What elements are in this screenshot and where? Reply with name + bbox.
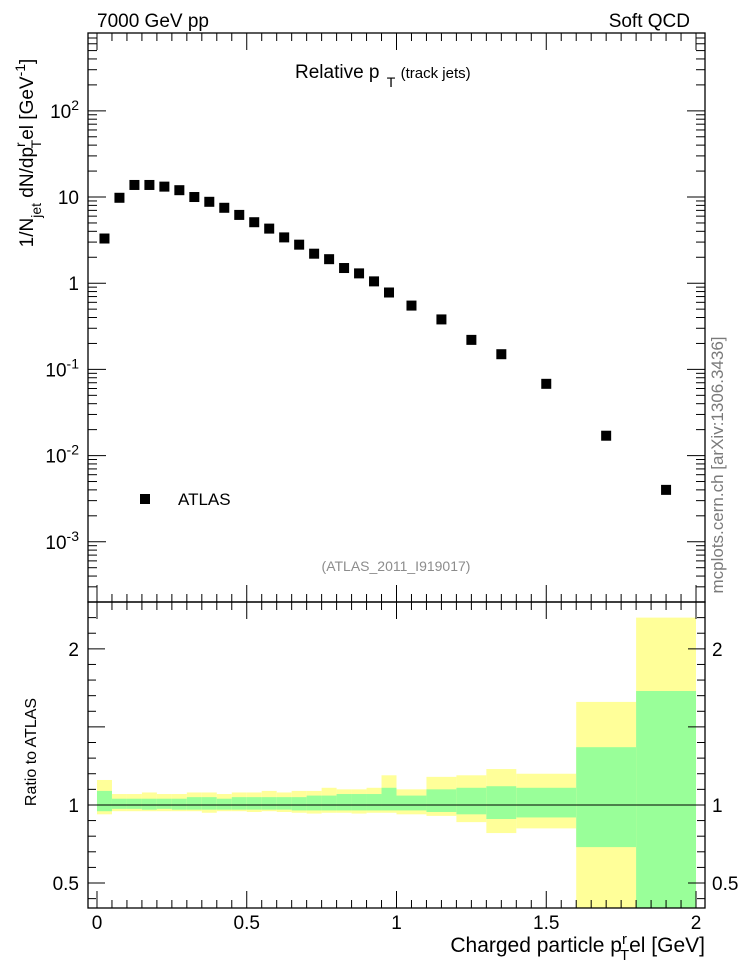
legend-atlas-marker (140, 494, 150, 504)
atlas-data-point (144, 179, 155, 190)
source-side-label: mcplots.cern.ch [arXiv:1306.3436] (708, 336, 727, 593)
ratio-y-tick-label-right: 1 (712, 796, 723, 817)
ratio-inner-band (96, 790, 112, 812)
ratio-inner-band (366, 794, 382, 811)
ratio-y-tick-label-right: 2 (712, 640, 723, 661)
ratio-inner-band (381, 787, 397, 811)
ratio-inner-band (426, 789, 457, 812)
atlas-data-point (354, 268, 365, 279)
x-tick-label: 0.5 (234, 913, 260, 934)
plot-title-suffix: (track jets) (401, 65, 471, 82)
ratio-inner-band (576, 747, 637, 848)
main-y-tick-label: 10-3 (45, 528, 79, 554)
main-y-tick-label: 10 (58, 188, 79, 209)
ratio-y-axis-label: Ratio to ATLAS (23, 698, 40, 806)
atlas-data-point (466, 334, 477, 345)
atlas-data-point (496, 349, 507, 360)
x-tick-label: 1.5 (533, 913, 559, 934)
atlas-data-point (369, 276, 380, 287)
legend-atlas-label: ATLAS (178, 490, 231, 509)
ratio-inner-band (636, 690, 697, 908)
atlas-data-point (309, 248, 320, 259)
ratio-inner-band (171, 798, 187, 810)
ratio-y-tick-labels: 0.5 0.5 1 1 2 2 (53, 640, 739, 895)
atlas-data-point (219, 202, 230, 213)
ratio-inner-band (396, 795, 427, 811)
main-y-tick-label: 10-1 (45, 355, 79, 381)
ratio-plot-panel: 0.5 0.5 1 1 2 2 0 0.5 1 1.5 2 Ratio to ATLAS Char… (23, 601, 739, 964)
analysis-id-annotation: (ATLAS_2011_I919017) (322, 558, 471, 574)
x-tick-label: 1 (391, 913, 402, 934)
atlas-data-point (601, 430, 612, 441)
ratio-inner-band (291, 797, 307, 811)
main-plot-panel: 10-3 10-2 10-1 1 10 102 Relative p T (track j… (12, 32, 706, 603)
ratio-inner-band (126, 798, 142, 809)
ratio-y-tick-label-left: 1 (68, 796, 79, 817)
ratio-inner-band (141, 798, 157, 810)
x-tick-label: 0 (92, 913, 103, 934)
x-tick-label: 2 (691, 913, 702, 934)
ratio-x-tick-labels: 0 0.5 1 1.5 2 (92, 913, 702, 934)
atlas-data-points (99, 179, 672, 495)
ratio-uncertainty-bands (96, 617, 697, 908)
ratio-inner-band (201, 797, 217, 810)
plot-title-subscript: T (387, 74, 396, 90)
atlas-data-point (264, 223, 275, 234)
atlas-data-point (234, 209, 245, 220)
ratio-y-tick-label-left: 2 (68, 640, 79, 661)
ratio-inner-band (486, 786, 517, 820)
x-axis-label: Charged particle pr Tel [GeV] (450, 931, 705, 964)
atlas-data-point (99, 233, 110, 244)
ratio-inner-band (276, 797, 292, 810)
atlas-data-point (204, 196, 215, 207)
atlas-data-point (406, 300, 417, 311)
main-plot-frame (87, 32, 706, 603)
atlas-data-point (541, 378, 552, 389)
atlas-data-point (249, 217, 260, 228)
main-y-ticks (88, 32, 705, 603)
ratio-inner-band (186, 797, 202, 810)
main-y-tick-labels: 10-3 10-2 10-1 1 10 102 (45, 97, 79, 554)
atlas-data-point (279, 232, 290, 243)
header-left-label: 7000 GeV pp (97, 11, 209, 32)
atlas-data-point (114, 192, 125, 203)
ratio-inner-band (336, 794, 352, 811)
atlas-data-point (129, 179, 140, 190)
atlas-data-point (324, 254, 335, 265)
ratio-y-tick-label-right: 0.5 (712, 874, 738, 895)
atlas-data-point (294, 239, 305, 250)
main-x-ticks (96, 33, 697, 602)
header-right-label: Soft QCD (609, 11, 690, 32)
ratio-inner-band (321, 795, 337, 811)
main-y-tick-label: 1 (68, 274, 79, 295)
atlas-data-point (436, 314, 447, 325)
ratio-inner-band (351, 794, 367, 811)
ratio-y-ticks (88, 601, 705, 900)
plot-title: Relative p T (track jets) (295, 62, 471, 92)
atlas-data-point (189, 192, 200, 203)
ratio-inner-band (111, 798, 127, 809)
ratio-x-ticks (96, 602, 697, 908)
ratio-inner-band (261, 797, 277, 810)
ratio-inner-band (156, 798, 172, 809)
ratio-inner-band (246, 797, 262, 810)
atlas-data-point (661, 484, 672, 495)
ratio-y-tick-label-left: 0.5 (53, 874, 79, 895)
atlas-data-point (339, 263, 350, 274)
ratio-inner-band (516, 787, 577, 818)
main-y-tick-label: 102 (50, 97, 79, 123)
atlas-data-point (159, 181, 170, 192)
ratio-inner-band (306, 795, 322, 811)
main-y-tick-label: 10-2 (45, 442, 79, 468)
plot-title-main: Relative p (295, 62, 380, 83)
atlas-data-point (384, 287, 395, 298)
main-y-axis-label: 1/Njet dN/dprTel [GeV-1] (12, 59, 44, 248)
ratio-inner-band (456, 787, 487, 815)
ratio-inner-band (216, 798, 232, 810)
ratio-inner-band (231, 797, 247, 810)
atlas-data-point (174, 185, 185, 196)
